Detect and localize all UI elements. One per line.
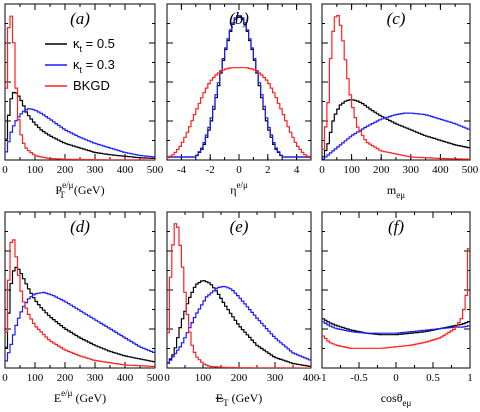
x-tick-label: 100 <box>343 164 360 176</box>
panel-c: 0 100 200 300 400 500 (c) meμ <box>319 3 479 200</box>
x-axis-label: meμ <box>387 183 405 200</box>
panel-letter: (d) <box>70 217 90 236</box>
x-tick-label: 300 <box>87 164 104 176</box>
x-axis-label: cosθeμ <box>381 391 412 408</box>
panel-letter: (a) <box>70 9 90 28</box>
series-line-bkgd <box>322 14 470 160</box>
series-line-bkgd <box>167 67 311 159</box>
series-line-kt03 <box>322 321 470 334</box>
x-tick-label: 200 <box>57 372 74 384</box>
x-tick-label: 0 <box>164 372 170 384</box>
panel-letter: (b) <box>229 9 249 28</box>
x-tick-label: 400 <box>432 164 449 176</box>
panel-e: 0 100 200 300 400 (e) ET (GeV) <box>164 211 320 408</box>
series-line-kt03 <box>5 108 155 158</box>
series-line-kt05 <box>5 91 155 159</box>
series-line-bkgd <box>167 223 311 368</box>
series-line-kt05 <box>322 99 470 158</box>
series-line-bkgd <box>322 248 470 349</box>
x-tick-label: 400 <box>117 164 134 176</box>
series-line-kt03 <box>167 285 311 364</box>
x-tick-label: 400 <box>303 372 320 384</box>
x-axis-label: ET (GeV) <box>216 391 263 408</box>
series-line-kt05 <box>167 16 311 158</box>
x-tick-label: 0 <box>319 164 325 176</box>
series-line-kt05 <box>5 266 155 363</box>
x-tick-label: 0 <box>393 372 399 384</box>
x-tick-label: 100 <box>27 372 44 384</box>
panel-letter: (e) <box>230 217 249 236</box>
legend-label-kt03: κt = 0.3 <box>73 57 115 75</box>
x-tick-label: 200 <box>57 164 74 176</box>
series-line-kt03 <box>322 112 470 160</box>
x-tick-label: 200 <box>231 372 248 384</box>
series-line-kt05 <box>167 280 311 367</box>
x-tick-label: 500 <box>147 372 164 384</box>
x-axis-label: Ee/μ (GeV) <box>54 388 106 405</box>
legend: κt = 0.5 κt = 0.3 BKGD <box>45 36 115 93</box>
panel-b: -4 -2 0 2 4 (b) ηe/μ <box>166 3 312 197</box>
series-line-bkgd <box>5 239 155 367</box>
series-line-kt03 <box>5 291 155 362</box>
series-line-kt03 <box>167 15 311 158</box>
panel-letter: (f) <box>388 217 404 236</box>
x-tick-label: 100 <box>195 372 212 384</box>
x-tick-label: 400 <box>117 372 134 384</box>
panel-f: -1 -0.5 0 0.5 1 (f) cosθeμ <box>317 211 473 408</box>
x-axis-label: Pe/μ T (GeV) <box>55 180 104 200</box>
x-tick-label: 500 <box>462 164 479 176</box>
x-tick-label: 500 <box>147 164 164 176</box>
x-tick-label: 300 <box>267 372 284 384</box>
x-tick-label: 1 <box>467 372 473 384</box>
x-tick-label: 4 <box>294 164 300 176</box>
panel-a: 0 100 200 300 400 500 (a) Pe/μ T (GeV) <box>2 3 164 200</box>
x-axis-label: ηe/μ <box>230 180 248 197</box>
x-tick-label: 300 <box>87 372 104 384</box>
x-tick-label: 300 <box>403 164 420 176</box>
x-tick-label: -1 <box>317 372 326 384</box>
panel-letter: (c) <box>387 9 406 28</box>
x-tick-label: 200 <box>373 164 390 176</box>
x-tick-label: 100 <box>27 164 44 176</box>
legend-label-kt05: κt = 0.5 <box>73 36 115 54</box>
x-tick-label: -0.5 <box>350 372 368 384</box>
x-tick-label: 0 <box>236 164 242 176</box>
x-tick-label: -4 <box>177 164 187 176</box>
x-tick-label: 0 <box>2 164 8 176</box>
x-tick-label: 0 <box>2 372 8 384</box>
x-tick-label: 2 <box>265 164 271 176</box>
legend-label-bkgd: BKGD <box>73 78 110 93</box>
x-tick-label: -2 <box>206 164 215 176</box>
series-line-bkgd <box>5 15 155 160</box>
panel-d: 0 100 200 300 400 500 (d) Ee/μ (GeV) <box>2 211 164 405</box>
x-tick-label: 0.5 <box>426 372 440 384</box>
